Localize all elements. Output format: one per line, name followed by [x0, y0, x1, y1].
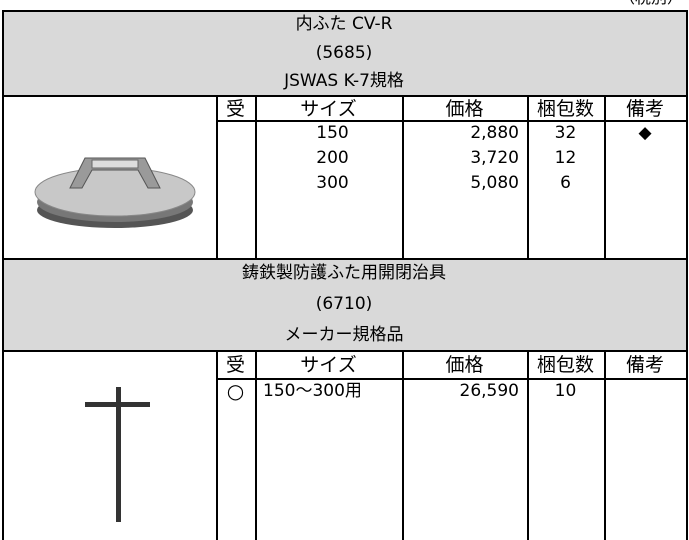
section-title: JSWAS K-7規格 [284, 70, 404, 91]
rule [216, 95, 218, 258]
rule [2, 350, 687, 352]
section-title: 鋳鉄製防護ふた用開閉治具 [242, 263, 446, 284]
rule [2, 95, 687, 97]
cell-receive: ○ [226, 379, 245, 403]
rule [402, 350, 404, 540]
cell-size: 300 [316, 173, 349, 193]
column-header: 梱包数 [536, 97, 594, 120]
rule [2, 258, 687, 260]
rule [527, 95, 529, 258]
rule [604, 95, 606, 258]
rule [216, 378, 687, 380]
rule [604, 350, 606, 540]
rule [2, 258, 4, 540]
rule [216, 120, 687, 122]
rule [255, 95, 257, 258]
cell-price: 3,720 [470, 148, 519, 168]
cell-qty: 10 [554, 381, 577, 401]
column-header: サイズ [300, 97, 357, 120]
rule [216, 350, 218, 540]
section-title: (5685) [315, 42, 373, 63]
cell-qty: 6 [560, 173, 571, 193]
column-header: 備考 [625, 97, 664, 120]
cell-qty: 32 [554, 123, 577, 143]
cell-price: 2,880 [470, 123, 519, 143]
column-header: 価格 [445, 354, 484, 376]
rule [686, 258, 688, 540]
column-header: サイズ [300, 354, 357, 376]
cell-price: 5,080 [470, 173, 519, 193]
cell-size: 150 [316, 123, 349, 143]
column-header: 受 [225, 97, 245, 120]
title-band [2, 258, 686, 350]
cell-price: 26,590 [459, 381, 519, 401]
section-title: 内ふた CV-R [295, 14, 393, 35]
rule [255, 350, 257, 540]
tax-note: （税別） [619, 0, 683, 8]
section-title: (6710) [315, 294, 373, 314]
cell-size: 150〜300用 [263, 381, 362, 401]
cell-remarks: ◆ [638, 123, 652, 143]
column-header: 価格 [445, 97, 484, 120]
rule [2, 10, 4, 258]
rule [527, 350, 529, 540]
section-title: メーカー規格品 [284, 324, 404, 345]
tool-image [85, 387, 150, 522]
column-header: 備考 [625, 354, 664, 376]
column-header: 梱包数 [536, 354, 594, 376]
rule [2, 10, 687, 12]
rule [402, 95, 404, 258]
title-band [2, 10, 686, 95]
column-header: 受 [225, 354, 245, 376]
rule [686, 10, 688, 258]
lid-image [34, 157, 196, 228]
cell-size: 200 [316, 148, 349, 168]
cell-qty: 12 [554, 148, 577, 168]
